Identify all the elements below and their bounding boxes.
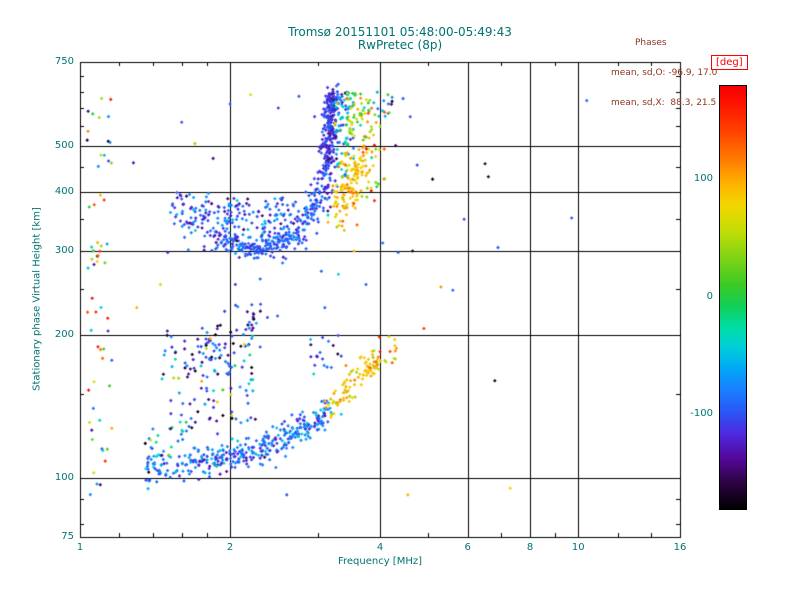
phase-stats-block: Phases mean, sd,O: -96.9, 17.0 mean, sd,… (611, 18, 717, 128)
x-tick-label: 1 (76, 542, 84, 553)
plot-subtitle: RwPretec (8p) (357, 38, 443, 52)
x-tick-label: 16 (673, 542, 687, 553)
y-tick-label: 400 (54, 185, 74, 197)
x-tick-label: 6 (464, 542, 471, 553)
colorbar-tick-label: 0 (706, 290, 713, 302)
phase-stats-title: Phases (635, 38, 667, 48)
phase-stats-o-mode: mean, sd,O: -96.9, 17.0 (611, 68, 718, 78)
colorbar-title: [deg] (711, 55, 748, 70)
y-tick-label: 100 (54, 471, 74, 483)
x-tick-label: 2 (226, 542, 234, 553)
x-axis-label: Frequency [MHz] (337, 556, 423, 567)
colorbar (719, 85, 747, 510)
y-axis-label: Stationary phase Virtual Height [km] (31, 207, 43, 391)
colorbar-tick-label: -100 (690, 408, 713, 419)
y-tick-label: 750 (54, 56, 74, 67)
x-tick-label: 10 (571, 542, 585, 553)
y-tick-label: 500 (54, 139, 74, 151)
y-tick-label: 75 (61, 531, 74, 542)
x-tick-label: 8 (526, 542, 534, 553)
y-tick-label: 200 (54, 328, 74, 340)
x-tick-label: 4 (376, 542, 384, 553)
y-tick-label: 300 (54, 245, 74, 257)
phase-stats-x-mode: mean, sd,X: 88.3, 21.5 (611, 98, 717, 108)
colorbar-tick-label: 100 (693, 173, 713, 184)
plot-title: Tromsø 20151101 05:48:00-05:49:43 (288, 25, 512, 39)
